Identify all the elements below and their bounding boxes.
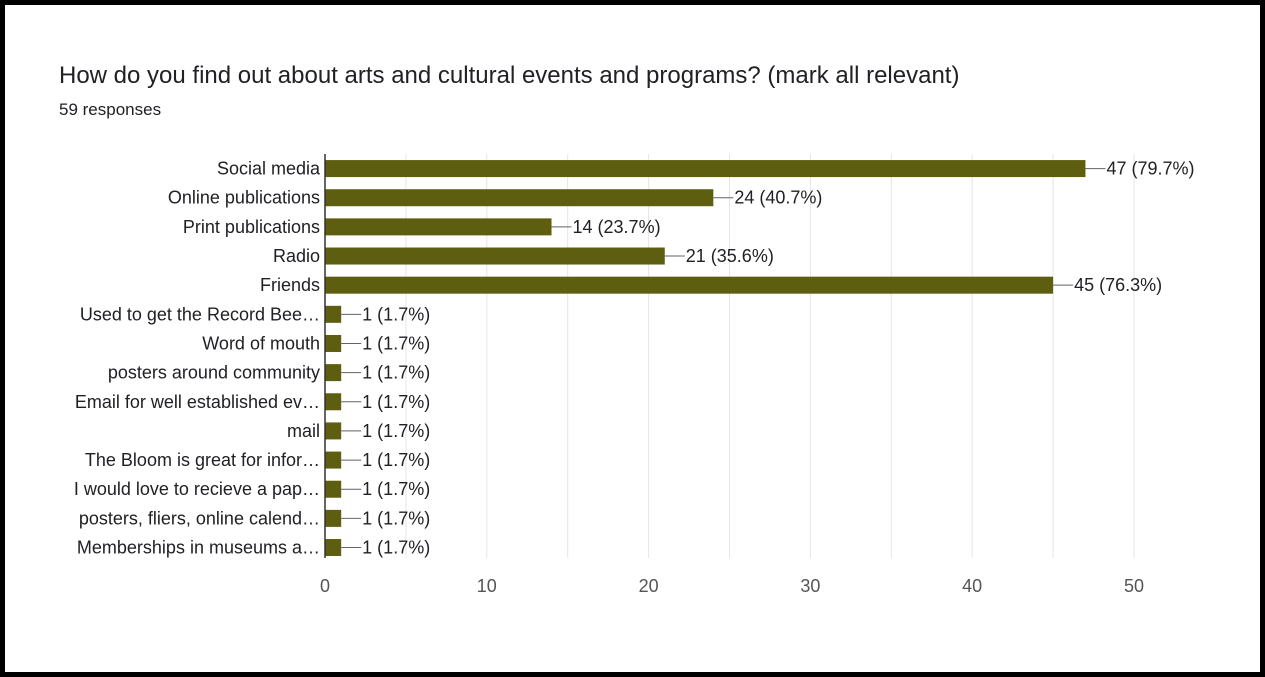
category-label: I would love to recieve a pap… [74, 479, 320, 499]
category-label: Online publications [168, 188, 320, 208]
data-label: 1 (1.7%) [362, 363, 430, 383]
data-label: 21 (35.6%) [686, 246, 774, 266]
bar [325, 393, 342, 411]
bar [325, 422, 342, 440]
category-label: Print publications [183, 217, 320, 237]
data-label: 1 (1.7%) [362, 450, 430, 470]
category-label: Used to get the Record Bee… [80, 304, 320, 324]
bar [325, 364, 342, 382]
data-label: 24 (40.7%) [734, 188, 822, 208]
data-label: 1 (1.7%) [362, 508, 430, 528]
data-label: 14 (23.7%) [573, 217, 661, 237]
category-label: Friends [260, 275, 320, 295]
response-count: 59 responses [59, 100, 162, 119]
data-label: 1 (1.7%) [362, 392, 430, 412]
bar [325, 276, 1054, 294]
data-label: 1 (1.7%) [362, 304, 430, 324]
category-label: posters, fliers, online calend… [79, 508, 320, 528]
bar [325, 480, 342, 498]
category-label: Email for well established ev… [75, 392, 320, 412]
x-tick-label: 10 [477, 576, 497, 596]
x-tick-label: 0 [320, 576, 330, 596]
data-label: 1 (1.7%) [362, 421, 430, 441]
x-tick-label: 50 [1124, 576, 1144, 596]
category-label: Radio [273, 246, 320, 266]
bar [325, 539, 342, 557]
bar [325, 305, 342, 323]
category-label: Memberships in museums a… [77, 538, 320, 558]
category-label: mail [287, 421, 320, 441]
x-tick-label: 30 [800, 576, 820, 596]
bars [325, 160, 1086, 557]
data-label: 47 (79.7%) [1106, 159, 1194, 179]
bar [325, 509, 342, 527]
bar [325, 189, 714, 207]
bar [325, 247, 665, 265]
bar [325, 451, 342, 469]
category-label: The Bloom is great for infor… [85, 450, 320, 470]
grid-lines [405, 154, 1135, 558]
data-label: 45 (76.3%) [1074, 275, 1162, 295]
category-label: posters around community [108, 363, 320, 383]
category-label: Word of mouth [202, 333, 320, 353]
data-label: 1 (1.7%) [362, 538, 430, 558]
data-label: 1 (1.7%) [362, 333, 430, 353]
bar [325, 218, 552, 236]
data-label: 1 (1.7%) [362, 479, 430, 499]
chart-title: How do you find out about arts and cultu… [59, 62, 960, 89]
bar [325, 334, 342, 352]
category-label: Social media [217, 159, 321, 179]
x-tick-label: 40 [962, 576, 982, 596]
labels: 0 10 20 30 40 50 Social media 47 (79.7%) Online … [74, 159, 1195, 596]
x-tick-label: 20 [639, 576, 659, 596]
bar [325, 160, 1086, 178]
